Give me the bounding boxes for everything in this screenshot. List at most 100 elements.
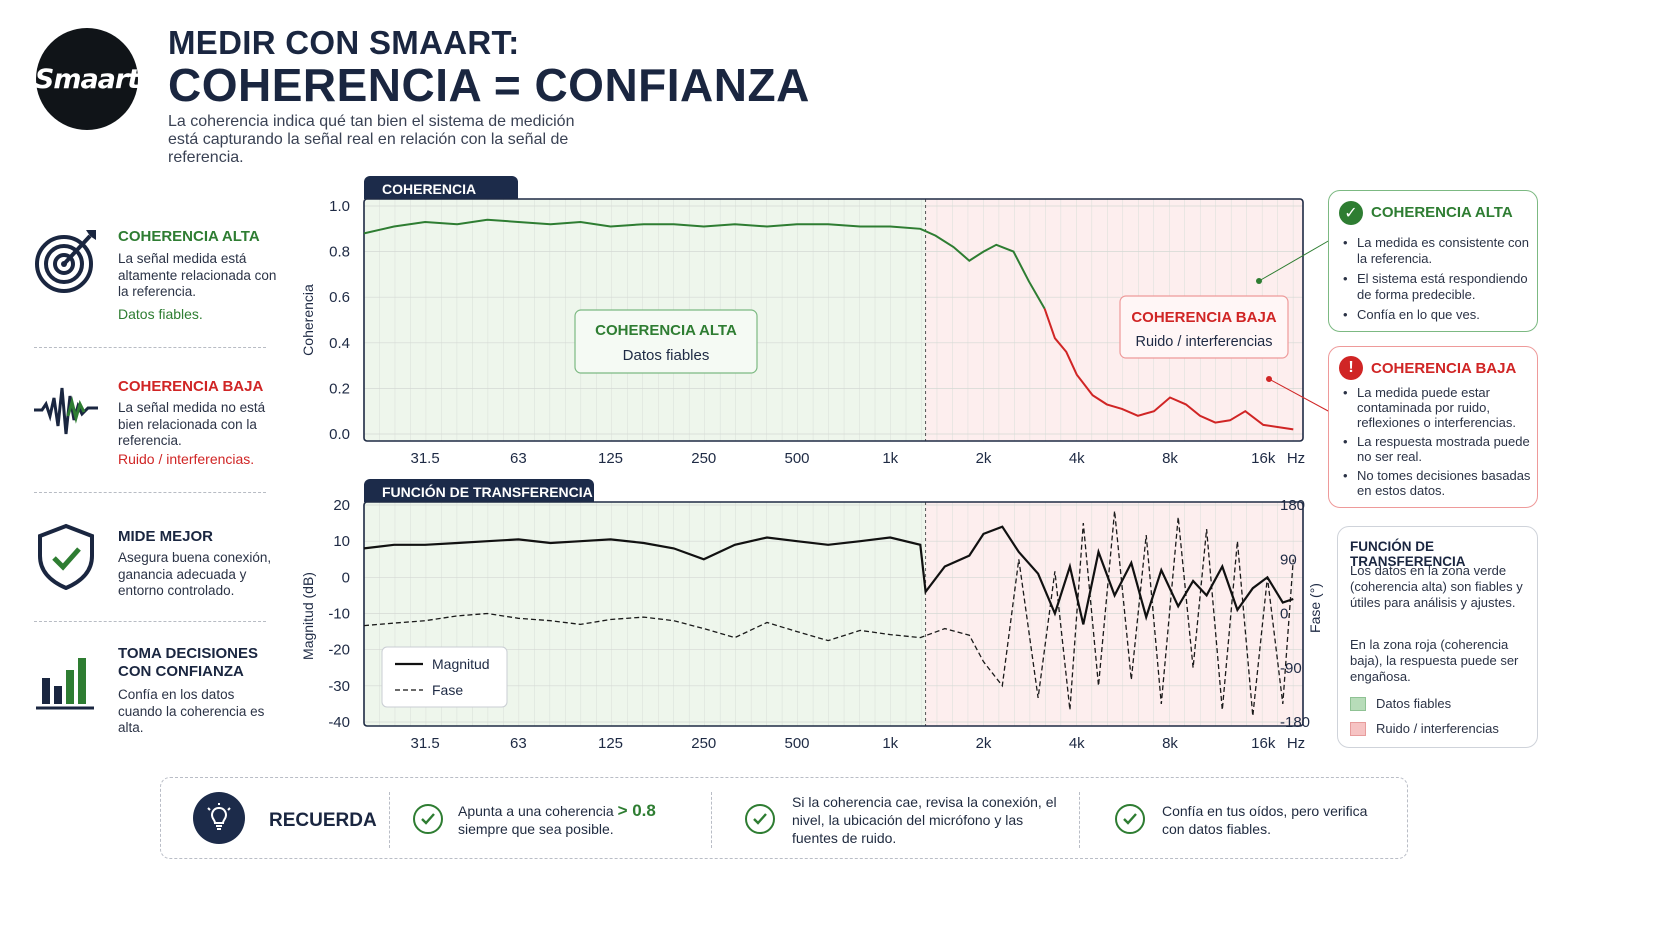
check-icon	[413, 804, 443, 834]
check-icon: ✓	[1339, 201, 1363, 225]
card-high-item: El sistema está respondiendo de forma pr…	[1343, 271, 1533, 303]
y-tick-label: 0.2	[329, 380, 350, 397]
divider	[711, 792, 712, 848]
card-high-item: Confía en lo que ves.	[1343, 307, 1533, 323]
x-tick-label: 63	[510, 735, 527, 752]
tip-1-value: > 0.8	[617, 801, 656, 820]
card-low-item: La medida puede estar contaminada por ru…	[1343, 385, 1533, 430]
legend-box	[381, 646, 508, 708]
coherence-chart: 0.0 0.2 0.4 0.6 0.8 1.0 31.5 63 125 250 500 1k 2k 4k 8…	[300, 198, 1331, 467]
bar-chart-icon	[36, 658, 94, 710]
shield-check-icon	[38, 523, 94, 590]
card-low: ! COHERENCIA BAJA La medida puede estar …	[1328, 346, 1538, 508]
lightbulb-icon	[193, 792, 245, 844]
x-tick-label: Hz	[1287, 450, 1305, 467]
x-tick-label: 8k	[1162, 735, 1178, 752]
leader-dot-high	[1256, 278, 1262, 284]
zone-label-box-high	[574, 309, 758, 374]
card-low-item: La respuesta mostrada puede no ser real.	[1343, 434, 1533, 464]
card-tf: FUNCIÓN DE TRANSFERENCIA Los datos en la…	[1337, 526, 1538, 748]
tip-1: Apunta a una coherencia > 0.8 siempre qu…	[458, 802, 698, 838]
x-tick-label: 2k	[976, 735, 992, 752]
divider	[389, 792, 390, 848]
plot-frame	[363, 198, 1304, 442]
rail-title-low: COHERENCIA BAJA	[118, 378, 264, 395]
y-tick-label: 20	[333, 497, 350, 514]
smaart-logo: Smaart	[35, 28, 140, 130]
zone-label-high: COHERENCIA ALTA	[595, 322, 737, 339]
tip-1-text-b: siempre que sea posible.	[458, 821, 614, 837]
rail-body-low: La señal medida no está bien relacionada…	[118, 400, 266, 448]
rail-body-high: La señal medida está altamente relaciona…	[118, 251, 277, 299]
card-tf-title: FUNCIÓN DE TRANSFERENCIA	[1350, 539, 1466, 569]
rail-body-measure: Asegura buena conexión, ganancia adecuad…	[118, 550, 272, 598]
legend-swatch-good	[1350, 697, 1366, 711]
y-tick-label: 0.0	[329, 426, 350, 443]
y-axis-label: Magnitud (dB)	[300, 572, 316, 660]
magnitude-line	[363, 525, 1294, 625]
legend-bad-label: Ruido / interferencias	[1376, 721, 1499, 736]
noise-wave-icon	[34, 387, 98, 435]
y2-tick-label: -90	[1280, 660, 1302, 677]
y-tick-label: 0.6	[329, 289, 350, 306]
card-tf-p2: En la zona roja (coherencia baja), la re…	[1350, 637, 1519, 684]
rail-body-decide: Confía en los datos cuando la coherencia…	[118, 687, 265, 735]
y-tick-label: 10	[333, 533, 350, 550]
card-low-list: La medida puede estar contaminada por ru…	[1343, 385, 1533, 502]
target-icon	[35, 230, 96, 293]
rail-title-high: COHERENCIA ALTA	[118, 228, 260, 245]
x-tick-label: 2k	[976, 450, 992, 467]
y-tick-label: 0.8	[329, 244, 350, 261]
legend-good-label: Datos fiables	[1376, 696, 1452, 711]
divider	[34, 347, 266, 348]
tip-2: Si la coherencia cae, revisa la conexión…	[792, 794, 1057, 846]
leader-line-low	[1268, 378, 1331, 413]
remember-bar	[160, 777, 1408, 859]
leader-line-high	[1258, 239, 1331, 282]
x-tick-label: 4k	[1069, 735, 1085, 752]
x-tick-label: 16k	[1251, 450, 1276, 467]
y2-tick-label: 180	[1280, 497, 1305, 514]
y-tick-label: -20	[328, 642, 350, 659]
rail-title-measure: MIDE MEJOR	[118, 528, 214, 545]
y2-axis-label: Fase (°)	[1307, 583, 1323, 633]
divider	[34, 621, 266, 622]
page-title-line2: COHERENCIA = CONFIANZA	[168, 59, 810, 111]
x-tick-label: 4k	[1069, 450, 1085, 467]
x-tick-label: 250	[691, 735, 716, 752]
legend-label-magnitude: Magnitud	[432, 656, 490, 672]
plot-frame	[363, 501, 1304, 727]
check-icon	[745, 804, 775, 834]
rail-note-high: Datos fiables.	[118, 306, 203, 322]
check-icon	[1115, 804, 1145, 834]
card-high-title: COHERENCIA ALTA	[1371, 204, 1513, 221]
tab-transferencia: FUNCIÓN DE TRANSFERENCIA	[364, 479, 594, 505]
x-tick-label: 31.5	[411, 735, 440, 752]
y-tick-label: 1.0	[329, 198, 350, 215]
x-tick-label: 500	[785, 450, 810, 467]
y-tick-label: -10	[328, 606, 350, 623]
x-tick-label: 31.5	[411, 450, 440, 467]
intro-text: La coherencia indica qué tan bien el sis…	[168, 113, 575, 166]
x-tick-label: 125	[598, 450, 623, 467]
x-tick-label: 500	[785, 735, 810, 752]
card-tf-p1: Los datos en la zona verde (coherencia a…	[1350, 563, 1523, 610]
leader-dot-low	[1266, 376, 1272, 382]
legend-label-phase: Fase	[432, 682, 463, 698]
zone-label-low: COHERENCIA BAJA	[1131, 309, 1276, 326]
coherence-line-low	[1043, 308, 1294, 431]
alert-icon: !	[1339, 356, 1363, 380]
rail-title-decide: TOMA DECISIONES CON CONFIANZA	[118, 645, 259, 680]
y-tick-label: 0	[342, 569, 350, 586]
divider	[1079, 792, 1080, 848]
transfer-chart: 20 10 0 -10 -20 -30 -40 31.5 63 125 250 500 1k 2k 4k 8k…	[300, 497, 1323, 752]
x-tick-label: Hz	[1287, 735, 1305, 752]
y-tick-label: -40	[328, 714, 350, 731]
divider	[34, 492, 266, 493]
card-low-title: COHERENCIA BAJA	[1371, 360, 1517, 377]
tab-coherencia: COHERENCIA	[364, 176, 518, 202]
coherence-line-high	[363, 218, 1046, 310]
zone-sub-high: Datos fiables	[623, 347, 710, 364]
x-tick-label: 1k	[882, 450, 898, 467]
